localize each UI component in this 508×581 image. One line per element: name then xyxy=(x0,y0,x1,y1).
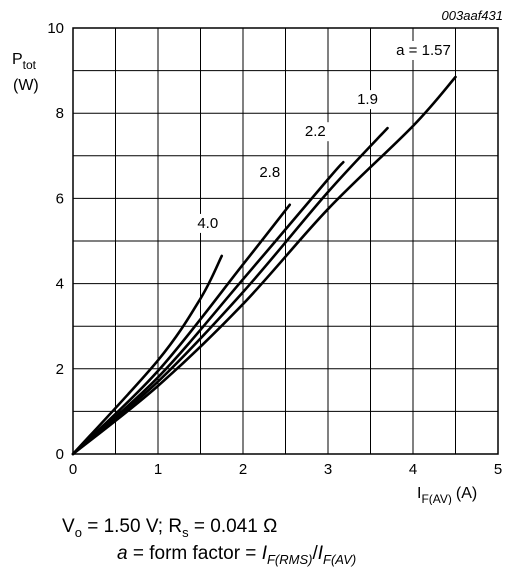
plot-frame xyxy=(72,27,499,455)
power-dissipation-chart: a = 1.57 1.9 2.2 2.8 4.0 0 1 2 3 4 5 0 2 4 6 8 10 003aa… xyxy=(12,8,503,505)
x-tick-label: 1 xyxy=(154,461,162,478)
series-label-bg xyxy=(354,90,381,110)
y-tick-label: 4 xyxy=(56,276,64,293)
series-label: 4.0 xyxy=(197,215,218,232)
figure-id: 003aaf431 xyxy=(442,8,503,23)
series-label-bg xyxy=(393,40,454,60)
series-label-bg xyxy=(301,122,329,142)
axis-ticks: 0 1 2 3 4 5 0 2 4 6 8 10 xyxy=(47,20,502,478)
chart-grid xyxy=(72,27,499,455)
caption-line-2: a = form factor = IF(RMS)/IF(AV) xyxy=(117,543,357,567)
series-line xyxy=(71,203,292,456)
series-label: 2.2 xyxy=(305,123,326,140)
x-tick-label: 2 xyxy=(239,461,247,478)
series-labels: a = 1.57 1.9 2.2 2.8 4.0 xyxy=(194,40,454,233)
chart-series xyxy=(71,75,457,456)
y-axis-label: Ptot xyxy=(12,51,37,72)
y-tick-label: 10 xyxy=(47,20,64,37)
series-line xyxy=(71,160,345,456)
x-tick-label: 5 xyxy=(494,461,502,478)
y-axis-unit: (W) xyxy=(13,77,39,94)
x-tick-label: 3 xyxy=(324,461,332,478)
x-tick-label: 0 xyxy=(69,461,77,478)
x-tick-label: 4 xyxy=(409,461,417,478)
y-tick-label: 6 xyxy=(56,190,64,207)
series-line xyxy=(71,254,224,456)
series-label-bg xyxy=(194,213,222,233)
caption-line-1: Vo = 1.50 V; Rs = 0.041 Ω xyxy=(62,516,278,540)
series-label: 1.9 xyxy=(357,91,378,108)
y-tick-label: 8 xyxy=(56,105,64,122)
series-line xyxy=(71,126,389,456)
y-tick-label: 2 xyxy=(56,361,64,378)
x-axis-label: IF(AV) (A) xyxy=(417,485,477,505)
series-line xyxy=(71,75,457,456)
series-label-bg xyxy=(256,162,284,182)
y-tick-label: 0 xyxy=(56,446,64,463)
series-label: 2.8 xyxy=(259,164,280,181)
series-label: a = 1.57 xyxy=(396,42,451,59)
